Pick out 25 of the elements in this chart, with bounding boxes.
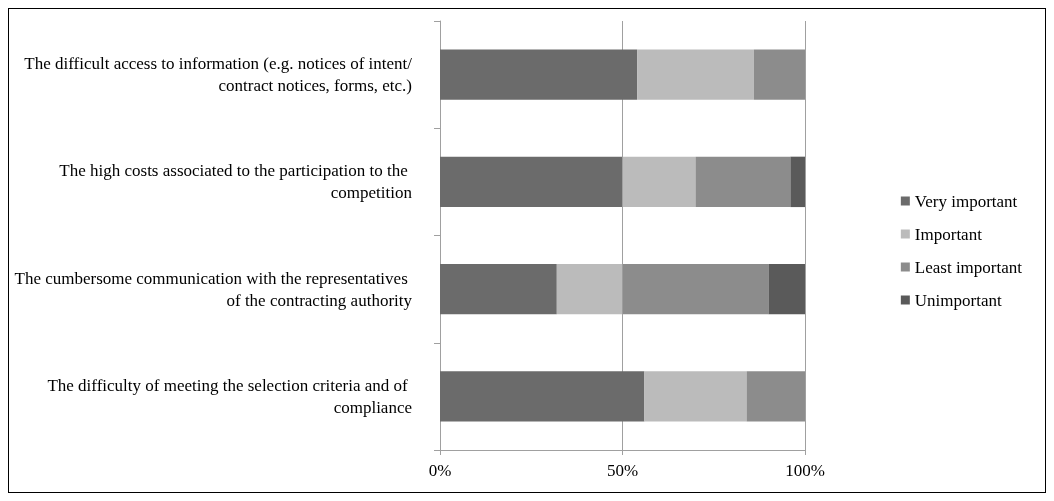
y-tick-label: The cumbersome communication with the representatives of the contracting authority (14, 268, 413, 310)
bar (695, 156, 791, 208)
legend-label: Unimportant (914, 290, 1002, 310)
x-tick-label: 100% (785, 461, 825, 480)
bar (440, 49, 638, 100)
bar (644, 371, 747, 422)
x-tick-label: 0% (428, 461, 452, 480)
bar (440, 156, 623, 208)
bar (440, 371, 645, 422)
bar (768, 263, 805, 315)
y-tick-label: The difficulty of meeting the selection criteria and of compliance (47, 375, 412, 417)
y-tick-label: The difficult access to information (e.g. notices of intent/contract notices, forms, etc.) (24, 54, 413, 96)
y-tick-label: The high costs associated to the participation to the competition (59, 161, 413, 203)
bar (622, 156, 696, 208)
bar (440, 263, 557, 315)
bar (556, 263, 623, 315)
legend-label: Important (914, 224, 983, 244)
bar (746, 371, 805, 422)
bar (637, 49, 754, 100)
legend-label: Very important (914, 191, 1018, 211)
bar (753, 49, 805, 100)
legend-label: Least important (914, 257, 1023, 277)
bar (622, 263, 769, 315)
x-tick-label: 50% (606, 461, 639, 480)
bar (790, 156, 805, 208)
